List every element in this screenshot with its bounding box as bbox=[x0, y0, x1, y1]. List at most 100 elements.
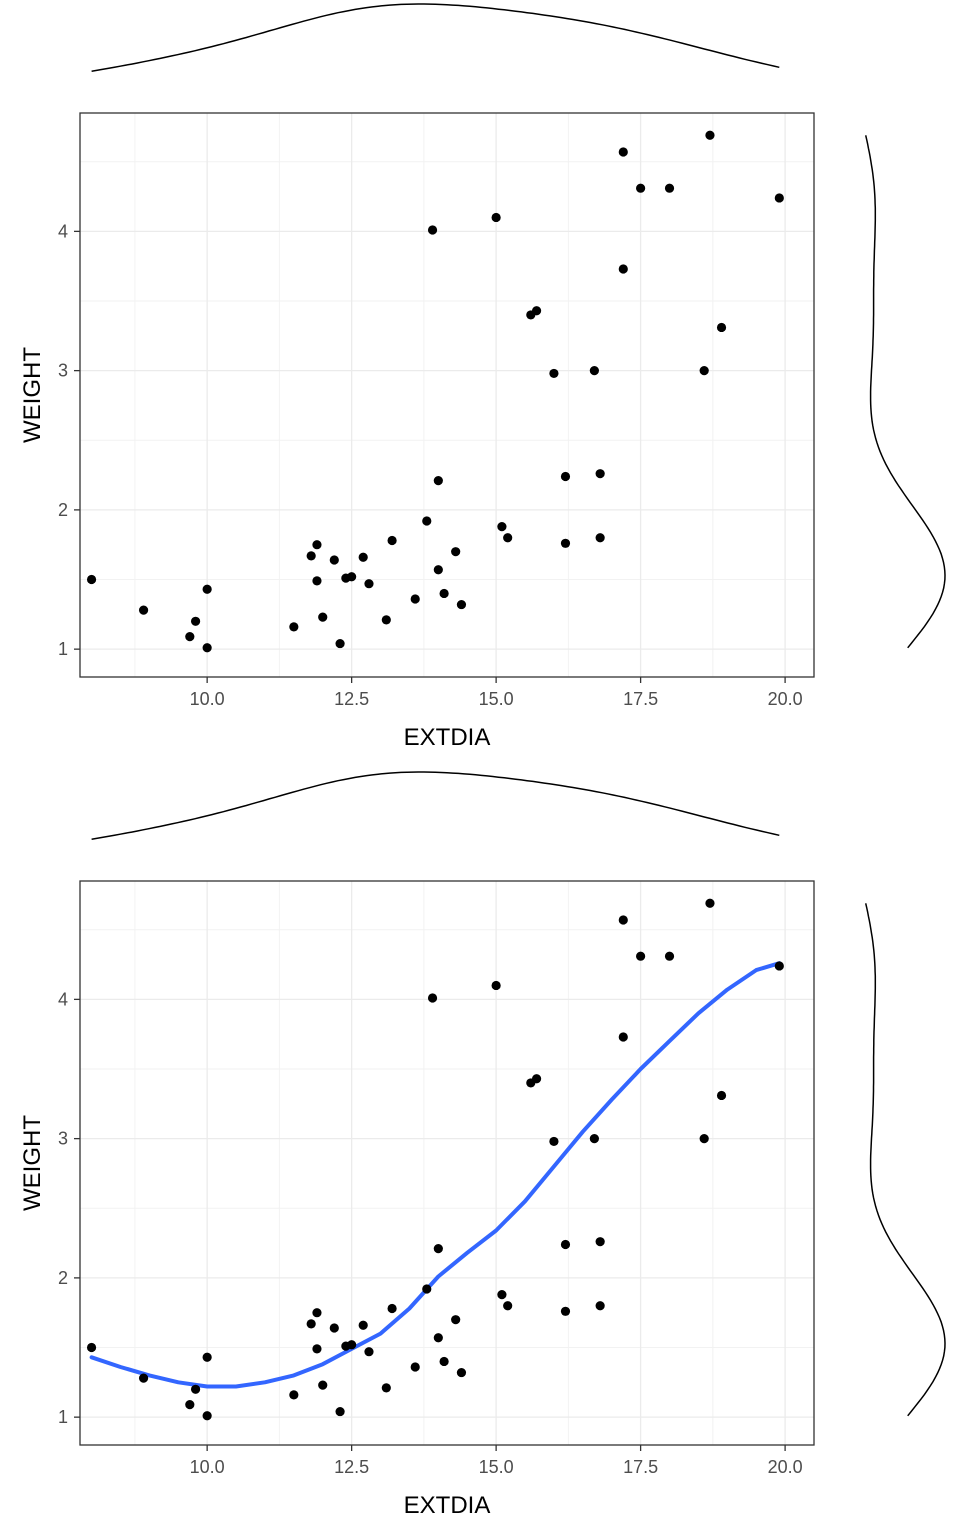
data-point bbox=[497, 1290, 507, 1300]
data-point bbox=[335, 1406, 345, 1417]
data-point bbox=[364, 1347, 374, 1357]
data-point bbox=[451, 1315, 461, 1325]
data-point bbox=[312, 1344, 322, 1354]
data-point bbox=[589, 1134, 599, 1144]
data-point bbox=[618, 147, 628, 157]
data-point bbox=[138, 605, 149, 615]
y-tick-label: 1 bbox=[58, 639, 68, 659]
data-point bbox=[306, 551, 316, 561]
data-point bbox=[427, 993, 438, 1003]
data-point bbox=[497, 522, 507, 532]
data-point bbox=[491, 212, 501, 223]
data-point bbox=[549, 368, 559, 379]
data-point bbox=[433, 476, 443, 486]
data-point bbox=[347, 1340, 357, 1350]
x-marginal-density-curve bbox=[91, 771, 780, 840]
x-tick-label: 15.0 bbox=[479, 689, 514, 709]
y-marginal-density-curve bbox=[864, 135, 946, 649]
scatter-panel-top: 10.0 12.5 15.0 17.5 20.0 1 2 3 4 EXTDIA WEIGHT bbox=[19, 3, 946, 751]
data-point bbox=[618, 1032, 628, 1042]
data-point bbox=[381, 1383, 391, 1393]
data-point bbox=[439, 1356, 449, 1367]
data-point bbox=[705, 898, 715, 908]
data-point bbox=[185, 1400, 195, 1410]
panel-border bbox=[79, 880, 815, 1446]
data-point bbox=[636, 183, 646, 193]
data-point bbox=[699, 366, 709, 376]
x-tick-label: 10.0 bbox=[190, 689, 225, 709]
data-point bbox=[664, 183, 675, 193]
data-point bbox=[312, 576, 322, 586]
data-point bbox=[705, 130, 715, 140]
data-point bbox=[503, 1301, 513, 1311]
smooth-trend-line bbox=[89, 961, 782, 1389]
data-point bbox=[451, 547, 461, 557]
data-point bbox=[329, 555, 339, 565]
data-point bbox=[433, 565, 443, 575]
panel-border bbox=[79, 112, 815, 678]
data-point bbox=[347, 572, 357, 582]
data-point bbox=[716, 322, 727, 333]
data-point bbox=[774, 961, 784, 971]
data-point bbox=[503, 533, 513, 543]
data-point bbox=[202, 643, 212, 653]
data-point bbox=[636, 951, 646, 961]
y-tick-label: 2 bbox=[58, 1268, 68, 1288]
data-point bbox=[716, 1090, 727, 1101]
data-point bbox=[531, 1074, 542, 1084]
data-point bbox=[699, 1134, 709, 1144]
x-tick-label: 12.5 bbox=[334, 689, 369, 709]
data-point bbox=[364, 579, 374, 589]
y-axis-title: WEIGHT bbox=[19, 347, 46, 443]
data-point bbox=[202, 1411, 212, 1421]
data-point bbox=[560, 1239, 571, 1250]
data-point bbox=[381, 615, 391, 625]
data-point bbox=[664, 951, 675, 961]
data-point bbox=[456, 599, 467, 610]
data-point bbox=[439, 588, 449, 599]
data-point bbox=[595, 469, 605, 479]
data-point bbox=[589, 366, 599, 376]
data-point bbox=[289, 622, 299, 632]
data-point bbox=[422, 1284, 432, 1294]
data-point bbox=[202, 1352, 212, 1362]
data-point bbox=[531, 306, 542, 316]
y-tick-label: 1 bbox=[58, 1407, 68, 1427]
x-axis-title: EXTDIA bbox=[404, 724, 491, 751]
y-axis-title: WEIGHT bbox=[19, 1115, 46, 1211]
data-point bbox=[595, 1301, 605, 1311]
data-point bbox=[549, 1136, 559, 1147]
y-tick-label: 2 bbox=[58, 500, 68, 520]
data-point bbox=[456, 1367, 467, 1378]
x-marginal-density-curve bbox=[91, 3, 780, 72]
data-point bbox=[410, 594, 420, 604]
data-point bbox=[774, 193, 784, 203]
data-point bbox=[190, 1384, 201, 1394]
data-point bbox=[433, 1333, 443, 1343]
data-point bbox=[329, 1323, 339, 1333]
data-point bbox=[190, 616, 201, 626]
y-tick-label: 3 bbox=[58, 1129, 68, 1149]
data-point bbox=[318, 612, 328, 622]
data-point bbox=[595, 533, 605, 543]
x-tick-label: 17.5 bbox=[623, 689, 658, 709]
data-point bbox=[86, 574, 97, 585]
data-point bbox=[312, 1308, 322, 1318]
data-point bbox=[491, 980, 501, 991]
data-point bbox=[358, 552, 368, 562]
y-tick-label: 3 bbox=[58, 361, 68, 381]
data-point bbox=[185, 632, 195, 642]
data-point bbox=[410, 1362, 420, 1372]
y-marginal-density-curve bbox=[864, 903, 946, 1417]
data-point bbox=[560, 471, 571, 482]
data-point bbox=[387, 1303, 397, 1314]
data-point bbox=[202, 584, 212, 594]
plot-background bbox=[80, 113, 814, 677]
y-tick-label: 4 bbox=[58, 989, 68, 1009]
data-point bbox=[560, 538, 571, 548]
x-tick-label: 17.5 bbox=[623, 1457, 658, 1477]
data-point bbox=[306, 1319, 316, 1329]
data-point bbox=[618, 915, 628, 925]
x-tick-label: 15.0 bbox=[479, 1457, 514, 1477]
